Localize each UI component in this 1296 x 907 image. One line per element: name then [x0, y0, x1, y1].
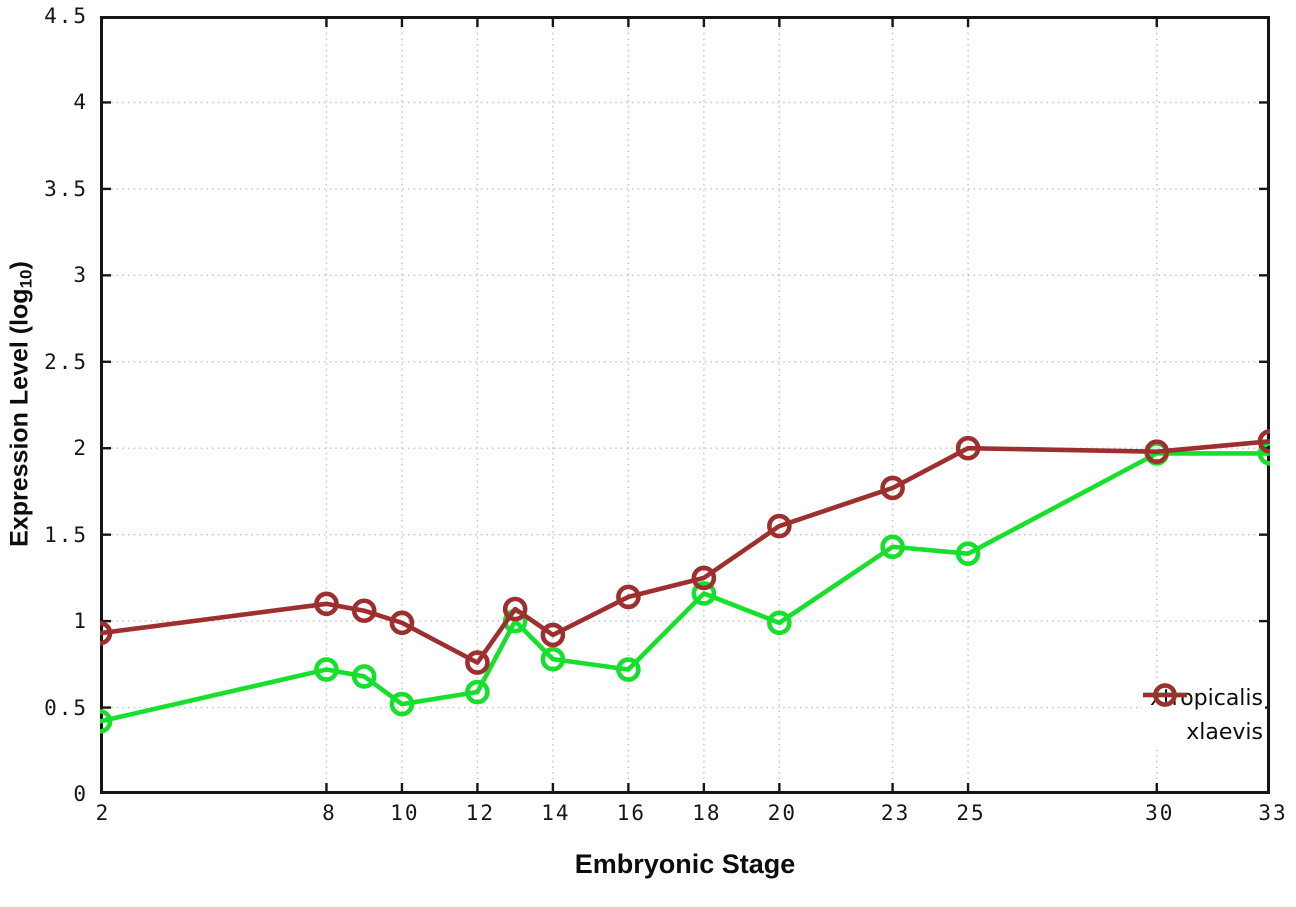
- gridlines: [100, 16, 1270, 794]
- data-point-xtropicalis: [465, 679, 490, 705]
- plot-canvas: [100, 16, 1270, 794]
- data-point-xtropicalis: [389, 691, 415, 717]
- tick-marks: [100, 16, 1270, 794]
- legend-label-xlaevis: xlaevis: [1186, 719, 1263, 745]
- x-tick-label: 23: [880, 801, 911, 825]
- data-point-xlaevis: [314, 591, 339, 617]
- data-point-xlaevis: [691, 565, 717, 591]
- x-tick-label: 8: [322, 801, 337, 825]
- data-point-xtropicalis: [767, 610, 792, 636]
- y-tick-label: 1.5: [44, 522, 88, 547]
- series-xtropicalis: [100, 441, 1270, 734]
- data-point-xlaevis: [540, 622, 566, 648]
- x-tick-label: 14: [541, 801, 571, 825]
- data-point-xtropicalis: [1257, 441, 1270, 466]
- data-point-xtropicalis: [691, 581, 717, 606]
- legend-label-xtropicalis: xtropicalis: [1149, 685, 1263, 711]
- data-point-xlaevis: [880, 475, 905, 501]
- y-axis-label: Expression Level (log10): [5, 261, 36, 547]
- plot-area: xtropicalis xlaevis: [100, 16, 1270, 794]
- x-tick-label: 18: [692, 801, 722, 825]
- data-point-xtropicalis: [880, 534, 905, 560]
- data-point-xlaevis: [955, 435, 981, 461]
- data-point-xlaevis: [100, 620, 113, 646]
- y-tick-label: 2: [73, 436, 88, 461]
- x-tick-label: 12: [465, 801, 496, 825]
- legend: xtropicalis xlaevis: [1141, 680, 1265, 750]
- data-point-xtropicalis: [955, 541, 981, 566]
- y-axis-label-text: Expression Level (log: [5, 288, 34, 547]
- y-tick-label: 4: [73, 90, 88, 115]
- x-tick-label: 33: [1258, 801, 1288, 825]
- x-axis-label: Embryonic Stage: [574, 849, 796, 879]
- data-point-xlaevis: [616, 584, 641, 610]
- data-point-xtropicalis: [616, 657, 641, 682]
- y-tick-label: 1: [73, 609, 88, 634]
- y-tick-label: 3.5: [44, 176, 88, 201]
- data-point-xtropicalis: [314, 657, 339, 682]
- series-line-xtropicalis: [100, 451, 1270, 724]
- data-point-xlaevis: [389, 610, 415, 636]
- series-xlaevis: [100, 429, 1270, 675]
- y-tick-label: 2.5: [44, 349, 88, 374]
- data-point-xlaevis: [351, 598, 377, 624]
- data-point-xlaevis: [465, 650, 490, 675]
- x-tick-label: 25: [956, 801, 986, 825]
- x-tick-label: 2: [95, 801, 111, 825]
- data-point-xlaevis: [767, 513, 792, 539]
- series-line-xlaevis: [100, 439, 1270, 665]
- data-point-xlaevis: [1144, 439, 1170, 464]
- y-tick-label: 0.5: [44, 695, 88, 720]
- data-point-xlaevis: [1257, 429, 1270, 454]
- y-tick-label: 0: [73, 782, 88, 806]
- y-tick-label: 3: [73, 263, 88, 288]
- data-point-xtropicalis: [100, 709, 113, 734]
- x-tick-label: 16: [616, 801, 647, 825]
- legend-row-xlaevis: xlaevis: [1142, 683, 1263, 747]
- x-tick-label: 30: [1145, 801, 1175, 825]
- data-point-xtropicalis: [351, 664, 377, 689]
- x-tick-label: 20: [767, 801, 797, 825]
- y-tick-label: 4.5: [44, 4, 88, 28]
- plot-border: [100, 16, 1270, 794]
- x-tick-label: 10: [390, 801, 420, 825]
- legend-marker-xlaevis: [1142, 683, 1187, 707]
- data-point-xtropicalis: [540, 646, 566, 672]
- data-point-xlaevis: [502, 596, 528, 622]
